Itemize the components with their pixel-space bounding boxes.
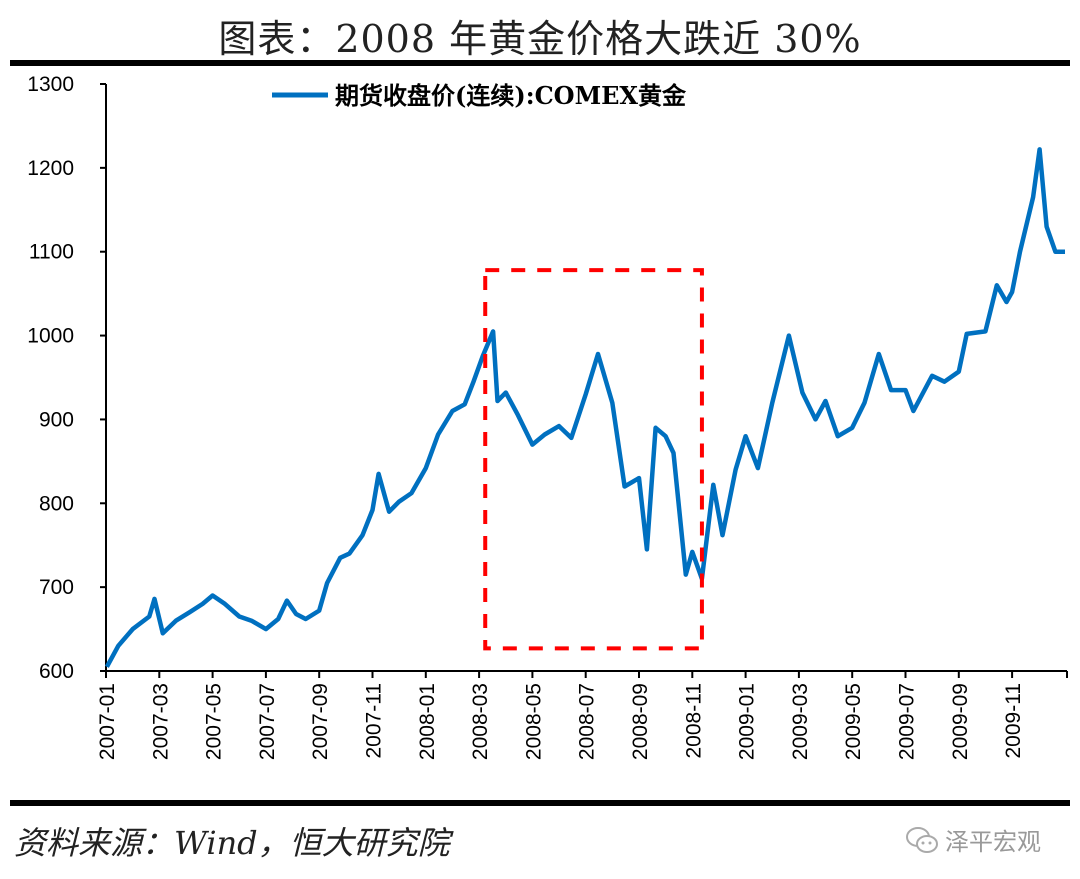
x-tick-label: 2009-07	[896, 683, 919, 760]
x-tick-label: 2007-11	[363, 683, 386, 759]
x-tick-label: 2009-11	[1002, 683, 1025, 759]
series-line	[104, 147, 1065, 668]
x-tick-label: 2008-09	[629, 683, 652, 760]
legend-label: 期货收盘价(连续):COMEX黄金	[335, 81, 687, 110]
y-tick-label: 1100	[29, 241, 74, 264]
watermark-text: 泽平宏观	[945, 828, 1041, 856]
x-tick-label: 2009-05	[842, 683, 865, 760]
bottom-rule	[10, 800, 1070, 806]
axes: 600 700 800 900 1000 1100 1200 1300 2007-01 2007-…	[27, 73, 1069, 760]
x-tick-label: 2008-05	[522, 683, 545, 760]
x-tick-label: 2007-09	[309, 683, 332, 760]
x-tick-label: 2008-01	[416, 683, 439, 760]
x-tick-label: 2007-05	[203, 683, 226, 760]
x-tick-label: 2009-09	[949, 683, 972, 760]
wechat-icon	[906, 826, 938, 853]
y-tick-label: 700	[39, 576, 74, 599]
x-tick-label: 2008-07	[576, 683, 599, 760]
y-tick-label: 800	[39, 492, 74, 515]
marks	[104, 147, 1066, 668]
x-tick-label: 2009-03	[789, 683, 812, 760]
y-tick-label: 900	[39, 408, 74, 431]
x-tick-label: 2007-03	[149, 683, 172, 760]
watermark: 泽平宏观	[905, 822, 1041, 857]
source-note: 资料来源：Wind，恒大研究院	[14, 824, 450, 862]
x-tick-label: 2008-03	[469, 683, 492, 760]
x-tick-label: 2007-01	[96, 683, 119, 760]
legend: 期货收盘价(连续):COMEX黄金	[272, 81, 687, 110]
y-tick-label: 1300	[27, 73, 74, 96]
x-tick-label: 2007-07	[256, 683, 279, 760]
y-tick-label: 1200	[27, 157, 74, 180]
chart-title: 图表：2008 年黄金价格大跌近 30%	[218, 17, 862, 61]
y-tick-label: 600	[39, 660, 74, 683]
x-tick-label: 2008-11	[682, 683, 705, 759]
highlight-box	[483, 268, 704, 651]
x-tick-label: 2009-01	[736, 683, 759, 760]
y-tick-label: 1000	[27, 325, 74, 348]
top-rule	[10, 60, 1070, 66]
